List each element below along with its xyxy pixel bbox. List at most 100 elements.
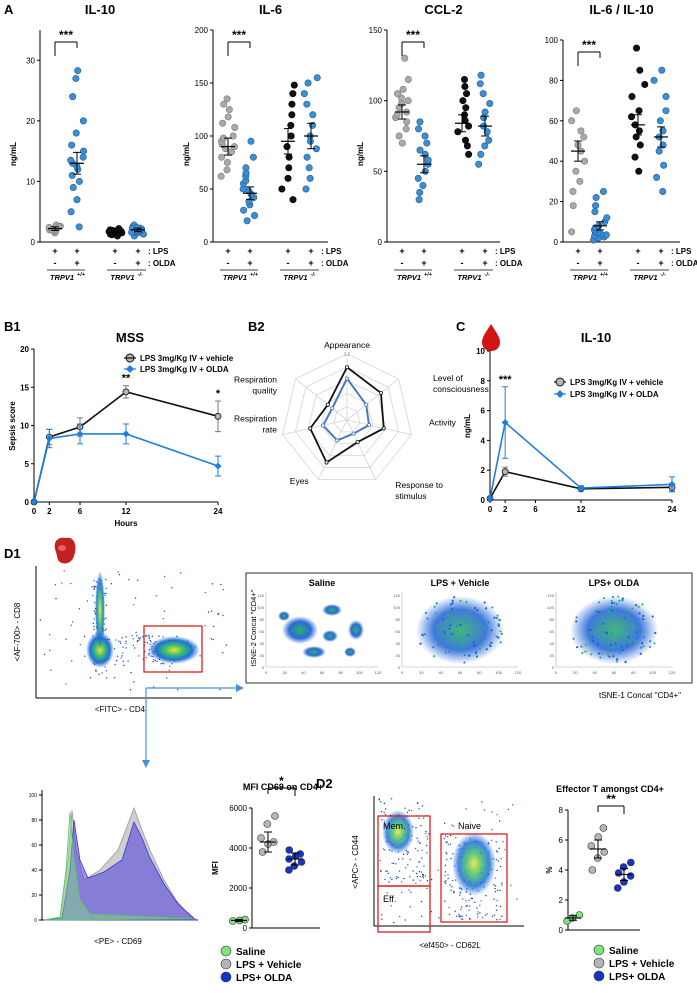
data-point: [477, 150, 485, 158]
d1-cd4-population: [148, 636, 200, 664]
data-point: [309, 111, 317, 119]
d2-naive-population: [452, 832, 496, 896]
radar-series-0: [309, 365, 385, 464]
data-point: [636, 66, 644, 74]
chart-a-2: CCL-2 0 50 100 150 ng/mL *** + + + + - + - +: LPS: OLD…: [356, 2, 523, 282]
lps-sign: +: [658, 246, 663, 256]
data-point: [592, 202, 600, 210]
data-point: [569, 188, 577, 196]
lps-sign: +: [225, 246, 230, 256]
tsne-ytick: 60: [260, 629, 265, 634]
series-line-0: [489, 470, 673, 499]
y-tick-label: 6: [559, 836, 564, 845]
y-tick-label: 0: [554, 238, 559, 247]
tsne-map-1: LPS + Vehicle 0 20 40 60 80 100 120 0 20 40 60 80 100…: [393, 578, 522, 675]
tsne-ytick: 60: [550, 629, 555, 634]
olda-sign: -: [114, 258, 117, 268]
y-axis-label: ng/mL: [463, 414, 472, 438]
tsne-xtick: 120: [375, 670, 382, 675]
data-point: [67, 156, 75, 164]
genotype-label: TRPV1: [457, 273, 481, 282]
series-marker: [668, 480, 676, 488]
data-point: [481, 142, 489, 150]
data-point: [415, 125, 423, 133]
data-point: [486, 99, 494, 107]
data-point: [395, 132, 403, 140]
data-point: [394, 90, 402, 98]
tsne-cloud: [416, 596, 504, 664]
y-tick-label: 50: [199, 185, 208, 194]
tsne-map-2: LPS+ OLDA 0 20 40 60 80 100 120 0 20 40 60 80 100 120: [547, 578, 676, 675]
data-point: [218, 153, 226, 161]
y-tick-label: 150: [195, 79, 209, 88]
d1-tsne-box: tSNE-2 Concat "CD4+" tSNE-1 Concat "CD4+…: [245, 572, 693, 700]
genotype-sup: -/-: [485, 272, 490, 278]
data-point: [303, 100, 311, 108]
b1-legend-vehicle: LPS 3mg/Kg IV + vehicle: [140, 354, 234, 363]
d1-flow-plot: <AF-700> - CD8 <FITC> - CD4: [13, 566, 232, 714]
genotype-label: TRPV1: [50, 273, 74, 282]
genotype-label: TRPV1: [397, 273, 421, 282]
data-point: [278, 185, 286, 193]
data-point: [480, 114, 488, 122]
lps-sign: +: [399, 246, 404, 256]
data-point: [399, 85, 407, 93]
tsne-cluster: [282, 616, 318, 644]
data-point: [289, 196, 297, 204]
tsne-ytick: 20: [396, 653, 401, 658]
y-axis-label: %: [545, 866, 554, 873]
data-point: [243, 217, 251, 225]
legend-marker-1: [593, 957, 605, 969]
tsne-ytick: 120: [393, 593, 400, 598]
tsne-cloud: [570, 596, 658, 664]
data-point: [463, 90, 471, 98]
radar-grid: [282, 353, 412, 480]
data-point: [476, 80, 484, 88]
y-tick-label: 0: [243, 924, 248, 933]
hist-y-tick-label: 0: [34, 918, 37, 924]
x-axis-label: Hours: [114, 519, 138, 528]
lps-row-label: : LPS: [671, 247, 692, 256]
legend-label-2: LPS+ OLDA: [236, 973, 292, 984]
y-tick-label: 8: [559, 806, 564, 815]
data-point: [403, 118, 411, 126]
radar-axis-label: Level of consciousness: [433, 373, 489, 394]
series-marker: [45, 435, 53, 443]
data-point: [402, 125, 410, 133]
data-point: [572, 107, 580, 115]
data-point: [483, 128, 491, 136]
data-point: [416, 146, 424, 154]
x-tick-label: 2: [47, 507, 52, 516]
series-marker: [122, 388, 130, 396]
tsne-cluster: [302, 646, 326, 658]
tsne-map-0: Saline 0 20 40 60 80 100 120 0 20 40 60 80 100 120: [257, 578, 382, 675]
y-tick-label: 200: [195, 26, 209, 35]
chart-title: MSS: [116, 330, 145, 345]
tsne-ytick: 100: [393, 605, 400, 610]
data-point: [481, 108, 489, 116]
data-point: [419, 181, 427, 189]
radar-point: [324, 460, 329, 465]
y-tick-label: 6000: [229, 804, 247, 813]
data-point: [633, 44, 641, 52]
x-tick-label: 6: [533, 505, 538, 514]
data-point: [67, 208, 75, 216]
hist-xlabel: <PE> - CD69: [94, 937, 142, 946]
radar-point: [335, 438, 340, 443]
d2-gate-eff-label: Eff.: [383, 894, 396, 904]
data-point: [304, 79, 312, 87]
panel-label-d1: D1: [4, 546, 21, 561]
lps-sign: +: [635, 246, 640, 256]
legend-marker-1: [220, 958, 232, 970]
y-tick-label: 100: [369, 97, 383, 106]
y-axis-label: Sepsis score: [8, 401, 17, 451]
hist-y-tick-label: 20: [31, 893, 37, 899]
chart-title: Effector T amongst CD4+: [556, 784, 664, 794]
y-tick-label: 0: [559, 926, 564, 935]
data-point: [288, 100, 296, 108]
panel-label-b1: B1: [4, 319, 21, 334]
panel-label-c: C: [456, 319, 466, 334]
series-marker: [214, 412, 222, 420]
x-tick-label: 24: [214, 507, 223, 516]
